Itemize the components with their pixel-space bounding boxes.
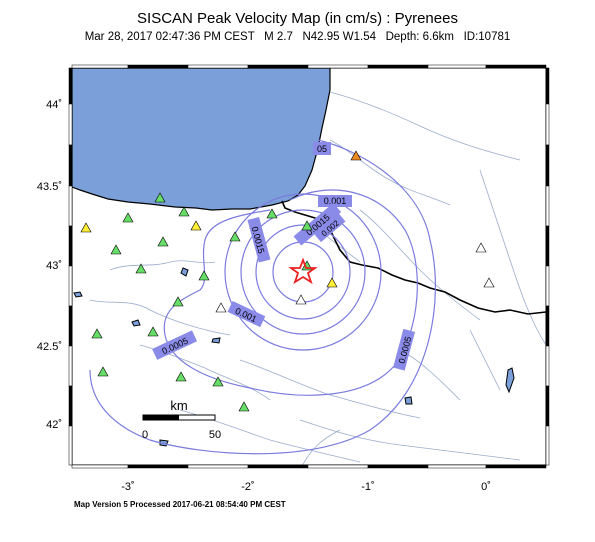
frame-tick	[545, 265, 550, 307]
station-triangle	[110, 244, 122, 255]
frame-tick	[187, 64, 249, 69]
station-triangle	[350, 150, 362, 161]
station-triangle	[122, 212, 134, 223]
sea-bay-of-biscay	[72, 68, 331, 211]
station-triangle	[190, 220, 202, 231]
frame-tick	[68, 385, 73, 427]
station-triangle	[172, 296, 184, 307]
contour-lines	[89, 139, 436, 455]
frame-tick	[307, 464, 369, 469]
station-triangle	[178, 206, 190, 217]
station-triangle	[80, 222, 92, 233]
frame-tick	[545, 305, 550, 347]
frame-tick	[68, 185, 73, 227]
rivers	[89, 91, 546, 465]
latitude-labels: 44˚ 43.5˚ 43˚ 42.5˚ 42˚	[37, 99, 62, 431]
lakes	[73, 267, 515, 447]
event-location: N42.95 W1.54	[302, 31, 376, 43]
station-triangle	[157, 236, 169, 247]
frame-tick	[68, 225, 73, 267]
frame-tick	[545, 345, 550, 387]
frame-tick	[127, 64, 189, 69]
frame-tick	[545, 185, 550, 227]
frame-tick	[545, 385, 550, 427]
lat-label: 43.5˚	[37, 181, 62, 193]
station-triangle	[475, 242, 487, 253]
frame-tick	[68, 144, 73, 187]
station-triangle	[238, 401, 250, 412]
station-triangle	[97, 366, 109, 377]
station-triangle	[266, 208, 278, 219]
frame-tick	[427, 464, 487, 469]
map-subtitle: Mar 28, 2017 02:47:36 PM CEST M 2.7 N42.…	[0, 31, 595, 43]
stations	[80, 150, 495, 412]
station-triangle	[301, 220, 313, 231]
frame-tick	[71, 64, 129, 69]
station-triangle	[198, 270, 210, 281]
frame-tick	[68, 265, 73, 307]
lon-label: 0˚	[481, 481, 491, 493]
country-border	[281, 200, 546, 315]
event-date: Mar 28, 2017 02:47:36 PM CEST	[84, 31, 255, 43]
frame-tick	[427, 64, 487, 69]
frame-tick	[68, 425, 73, 466]
frame-tick	[367, 64, 429, 69]
contour-label: 0.001	[324, 196, 347, 206]
frame-tick	[247, 464, 309, 469]
frame-tick	[68, 345, 73, 387]
event-id: ID:10781	[463, 31, 511, 43]
lat-label: 42.5˚	[37, 341, 62, 353]
frame-tick	[307, 64, 369, 69]
station-triangle	[229, 231, 241, 242]
frame-tick	[545, 67, 550, 105]
frame-tick	[68, 103, 73, 146]
station-triangle	[212, 376, 224, 387]
lat-label: 43˚	[46, 260, 62, 272]
map-title: SISCAN Peak Velocity Map (in cm/s) : Pyr…	[137, 10, 458, 27]
lat-label: 42˚	[46, 419, 62, 431]
frame-tick	[68, 305, 73, 347]
lon-label: -3˚	[121, 481, 134, 493]
frame-tick	[545, 144, 550, 187]
epicenter-star	[288, 257, 318, 285]
frame-tick	[545, 425, 550, 466]
station-triangle	[483, 277, 495, 288]
station-triangle	[326, 277, 338, 288]
lon-label: -2˚	[241, 481, 254, 493]
station-triangle	[215, 302, 227, 313]
scale-tick: 0	[142, 429, 148, 441]
event-magnitude: M 2.7	[264, 31, 293, 43]
scale-bar: km 0 50	[142, 398, 221, 441]
station-triangle	[147, 326, 159, 337]
contour-label-group: 05 0.001 0.0015 0.002 0.0015 0.001 0.	[152, 142, 416, 371]
station-triangle	[135, 263, 147, 274]
frame-tick	[127, 464, 189, 469]
contour-label: 05	[317, 144, 327, 154]
frame-tick	[68, 67, 73, 105]
frame-tick	[71, 464, 129, 469]
frame-tick	[187, 464, 249, 469]
scale-unit: km	[170, 398, 187, 413]
map-footer: Map Version 5 Processed 2017-06-21 08:54…	[74, 500, 286, 509]
station-triangle	[295, 294, 307, 305]
lon-label: -1˚	[361, 481, 374, 493]
station-triangle	[91, 328, 103, 339]
longitude-labels: -3˚ -2˚ -1˚ 0˚	[121, 481, 491, 493]
frame-tick	[545, 225, 550, 267]
frame-tick	[485, 64, 547, 69]
frame-tick	[545, 103, 550, 146]
frame-ticks	[68, 64, 550, 469]
frame-tick	[247, 64, 309, 69]
frame-tick	[367, 464, 429, 469]
event-depth: Depth: 6.6km	[385, 31, 454, 43]
station-triangle	[175, 371, 187, 382]
scale-tick: 50	[209, 429, 221, 441]
station-triangle	[154, 192, 166, 203]
lat-label: 44˚	[46, 99, 62, 111]
frame-tick	[485, 464, 547, 469]
